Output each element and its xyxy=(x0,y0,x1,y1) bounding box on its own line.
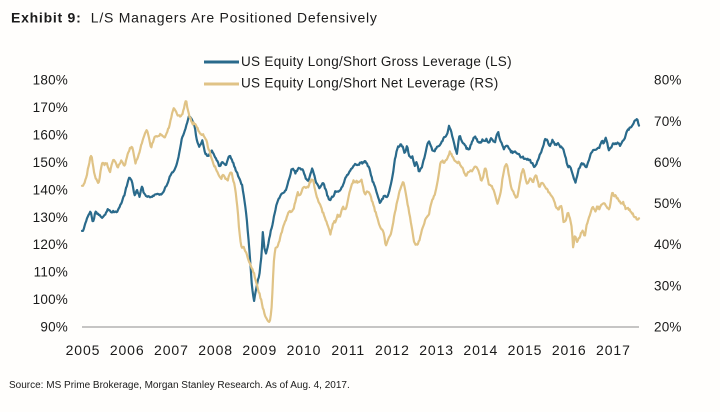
svg-text:150%: 150% xyxy=(33,155,68,170)
svg-text:2012: 2012 xyxy=(375,342,410,358)
svg-text:2015: 2015 xyxy=(508,342,543,358)
svg-text:100%: 100% xyxy=(33,292,68,307)
svg-text:2010: 2010 xyxy=(287,342,322,358)
svg-text:120%: 120% xyxy=(33,237,68,252)
svg-text:2008: 2008 xyxy=(198,342,233,358)
svg-text:40%: 40% xyxy=(654,237,682,252)
svg-text:70%: 70% xyxy=(654,114,682,129)
svg-text:2011: 2011 xyxy=(331,342,365,358)
svg-text:2013: 2013 xyxy=(419,342,454,358)
svg-text:US Equity Long/Short Net Lever: US Equity Long/Short Net Leverage (RS) xyxy=(241,76,499,91)
svg-text:60%: 60% xyxy=(654,155,682,170)
svg-text:2006: 2006 xyxy=(110,342,145,358)
svg-text:50%: 50% xyxy=(654,196,682,211)
svg-text:170%: 170% xyxy=(33,100,68,115)
svg-text:110%: 110% xyxy=(34,265,68,280)
svg-text:2017: 2017 xyxy=(596,342,631,358)
svg-text:80%: 80% xyxy=(654,73,682,88)
svg-text:2014: 2014 xyxy=(463,342,498,358)
svg-text:Source: MS Prime Brokerage, Mo: Source: MS Prime Brokerage, Morgan Stanl… xyxy=(9,380,350,391)
svg-text:140%: 140% xyxy=(33,182,68,197)
svg-text:90%: 90% xyxy=(40,320,68,335)
svg-text:180%: 180% xyxy=(33,73,68,88)
svg-text:2009: 2009 xyxy=(242,342,277,358)
svg-text:Exhibit 9: L/S Managers Are P: Exhibit 9: L/S Managers Are Positioned D… xyxy=(11,9,378,25)
svg-text:2016: 2016 xyxy=(552,342,587,358)
svg-text:160%: 160% xyxy=(33,128,68,143)
svg-text:2007: 2007 xyxy=(154,342,189,358)
svg-text:30%: 30% xyxy=(654,278,682,293)
svg-text:20%: 20% xyxy=(654,320,682,335)
svg-text:130%: 130% xyxy=(33,210,68,225)
svg-text:US Equity Long/Short Gross Lev: US Equity Long/Short Gross Leverage (LS) xyxy=(241,54,512,69)
svg-text:2005: 2005 xyxy=(66,342,101,358)
